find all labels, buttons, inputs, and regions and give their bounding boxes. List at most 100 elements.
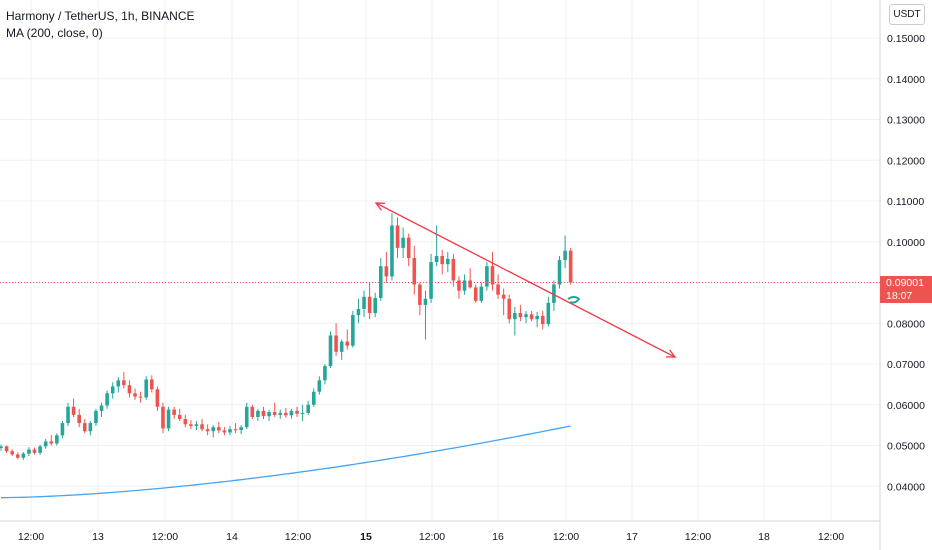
candle[interactable] [563,235,567,269]
candle[interactable] [194,421,199,431]
candle[interactable] [518,304,523,322]
candle[interactable] [479,282,484,303]
candle[interactable] [339,339,344,360]
candle[interactable] [82,419,87,434]
candle[interactable] [233,423,238,434]
candle[interactable] [507,294,512,324]
candle[interactable] [38,444,42,455]
candle[interactable] [172,406,176,420]
candle[interactable] [0,444,3,451]
candle[interactable] [43,438,48,449]
candle[interactable] [94,408,98,426]
candle[interactable] [200,419,204,432]
currency-button[interactable]: USDT [889,4,925,25]
candle[interactable] [451,253,456,287]
candle[interactable] [211,425,216,438]
candle[interactable] [66,402,70,426]
time-axis[interactable]: 12:00 13 12:00 14 12:00 15 12:00 16 12:00 17 12:00… [18,531,844,543]
trend-line-drawing[interactable] [374,202,677,358]
candle[interactable] [60,421,65,439]
candle[interactable] [183,414,188,428]
candle[interactable] [289,408,294,419]
candle[interactable] [412,245,417,295]
candle[interactable] [155,386,160,411]
candle[interactable] [133,388,137,400]
candle[interactable] [462,274,467,295]
candle[interactable] [429,253,433,303]
candle[interactable] [334,323,338,356]
candle[interactable] [323,364,327,385]
candle[interactable] [345,329,350,350]
candle[interactable] [278,409,283,420]
candle[interactable] [568,247,573,285]
candle[interactable] [284,408,288,418]
candle[interactable] [423,290,428,340]
candle[interactable] [362,290,366,318]
candle[interactable] [49,434,54,446]
candle[interactable] [406,233,411,267]
candle[interactable] [473,284,478,303]
candle[interactable] [10,449,14,457]
candle[interactable] [529,311,534,322]
candle[interactable] [166,406,171,432]
candle[interactable] [144,376,149,400]
candle[interactable] [418,282,422,316]
candle[interactable] [71,398,76,417]
candle[interactable] [127,380,132,398]
candle[interactable] [149,375,154,393]
candle[interactable] [295,406,299,417]
candle[interactable] [384,251,389,283]
candle[interactable] [317,376,322,395]
candle[interactable] [513,306,517,336]
candle[interactable] [328,331,333,369]
candle[interactable] [552,280,556,312]
trend-line[interactable] [375,202,676,358]
candle[interactable] [557,256,562,289]
candle[interactable] [205,424,210,436]
price-axis[interactable]: 0.04000 0.05000 0.06000 0.07000 0.08000 0.090… [887,33,925,493]
candle[interactable] [351,311,355,348]
candle[interactable] [32,447,37,455]
candle[interactable] [105,390,109,409]
candle[interactable] [378,258,383,301]
candle[interactable] [373,292,377,318]
candle[interactable] [217,421,221,434]
candle[interactable] [306,400,310,415]
candle[interactable] [267,409,271,422]
candle[interactable] [535,311,539,328]
candle[interactable] [4,445,9,453]
indicator-label[interactable]: MA (200, close, 0) [6,26,103,40]
candle[interactable] [524,311,528,324]
symbol-title[interactable]: Harmony / TetherUS, 1h, BINANCE [6,9,195,23]
candle[interactable] [116,377,121,393]
candle[interactable] [228,425,232,436]
candlestick-series[interactable] [0,213,573,460]
candle[interactable] [272,402,277,417]
ma-200-line[interactable] [0,425,571,499]
candle[interactable] [15,452,20,460]
candle[interactable] [496,274,500,299]
candle[interactable] [401,227,405,259]
candle[interactable] [300,404,305,422]
candle[interactable] [122,372,126,389]
candle[interactable] [457,276,461,299]
candle[interactable] [501,288,506,316]
candle[interactable] [250,404,255,420]
candle[interactable] [77,408,81,428]
candle[interactable] [490,251,495,291]
candle[interactable] [55,433,59,446]
candle[interactable] [446,251,450,273]
candle[interactable] [485,262,489,291]
candle[interactable] [110,382,115,399]
candle[interactable] [244,402,249,430]
candle[interactable] [177,408,182,422]
candle[interactable] [21,452,26,460]
candle[interactable] [367,282,372,320]
candle[interactable] [468,268,472,289]
candle[interactable] [390,213,394,281]
candle[interactable] [99,402,104,417]
candle[interactable] [256,408,260,422]
candle[interactable] [239,425,243,435]
candle[interactable] [540,311,545,330]
